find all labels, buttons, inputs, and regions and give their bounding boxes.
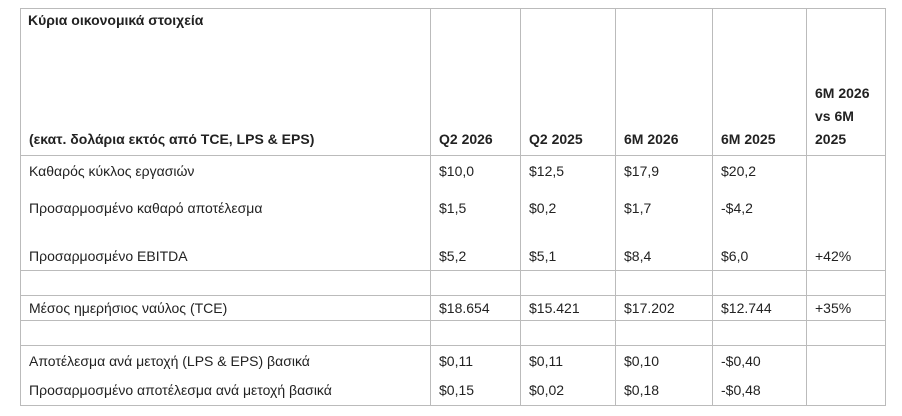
table-title: Κύρια οικονομικά στοιχεία: [28, 12, 204, 28]
cell: $0,10: [615, 345, 713, 376]
cell: $0,2: [520, 185, 616, 231]
data-row: Προσαρμοσμένο EBITDA $5,2 $5,1 $8,4 $6,0 +42%: [20, 230, 886, 271]
row-label: Μέσος ημερήσιος ναύλος (TCE): [20, 295, 431, 321]
cell: $17.202: [615, 295, 713, 321]
empty-cell: [615, 320, 713, 346]
cell: [806, 185, 886, 231]
empty-cell: [20, 320, 431, 346]
cell: $12.744: [712, 295, 807, 321]
row-label: Καθαρός κύκλος εργασιών: [20, 155, 431, 186]
column-header: 6M 2026 vs 6M 2025: [806, 8, 886, 156]
cell: $17,9: [615, 155, 713, 186]
empty-cell: [806, 270, 886, 296]
cell: $8,4: [615, 230, 713, 271]
header-row: (εκατ. δολάρια εκτός από TCE, LPS & EPS)…: [20, 8, 886, 156]
cell: $5,2: [430, 230, 521, 271]
cell: -$0,40: [712, 345, 807, 376]
cell: $6,0: [712, 230, 807, 271]
row-label: Αποτέλεσμα ανά μετοχή (LPS & EPS) βασικά: [20, 345, 431, 376]
cell: $0,11: [430, 345, 521, 376]
cell: [806, 155, 886, 186]
data-row: Προσαρμοσμένο καθαρό αποτέλεσμα $1,5 $0,2 $…: [20, 185, 886, 231]
cell: $0,15: [430, 375, 521, 406]
cell: $18.654: [430, 295, 521, 321]
spacer-row: [20, 320, 886, 346]
cell: [806, 345, 886, 376]
cell: -$4,2: [712, 185, 807, 231]
empty-cell: [520, 320, 616, 346]
cell: [806, 375, 886, 406]
column-header: Q2 2026: [430, 8, 521, 156]
cell: $0,02: [520, 375, 616, 406]
row-label: Προσαρμοσμένο καθαρό αποτέλεσμα: [20, 185, 431, 231]
data-row: Καθαρός κύκλος εργασιών $10,0 $12,5 $17,9 $2…: [20, 155, 886, 186]
column-header: 6M 2025: [712, 8, 807, 156]
data-row: Αποτέλεσμα ανά μετοχή (LPS & EPS) βασικά…: [20, 345, 886, 376]
empty-cell: [520, 270, 616, 296]
empty-cell: [430, 320, 521, 346]
empty-cell: [430, 270, 521, 296]
column-header: Q2 2025: [520, 8, 616, 156]
cell: $1,5: [430, 185, 521, 231]
cell: $20,2: [712, 155, 807, 186]
row-label: Προσαρμοσμένο EBITDA: [20, 230, 431, 271]
cell: +42%: [806, 230, 886, 271]
data-row: Μέσος ημερήσιος ναύλος (TCE) $18.654 $15.4…: [20, 295, 886, 321]
empty-cell: [615, 270, 713, 296]
cell: $12,5: [520, 155, 616, 186]
cell: $5,1: [520, 230, 616, 271]
cell: +35%: [806, 295, 886, 321]
cell: $10,0: [430, 155, 521, 186]
cell: $1,7: [615, 185, 713, 231]
cell: $0,18: [615, 375, 713, 406]
column-header: 6M 2026: [615, 8, 713, 156]
cell: $15.421: [520, 295, 616, 321]
empty-cell: [712, 270, 807, 296]
column-header: (εκατ. δολάρια εκτός από TCE, LPS & EPS): [20, 8, 431, 156]
empty-cell: [806, 320, 886, 346]
data-row: Προσαρμοσμένο αποτέλεσμα ανά μετοχή βασι…: [20, 375, 886, 406]
cell: $0,11: [520, 345, 616, 376]
empty-cell: [712, 320, 807, 346]
spacer-row: [20, 270, 886, 296]
row-label: Προσαρμοσμένο αποτέλεσμα ανά μετοχή βασι…: [20, 375, 431, 406]
financial-table: (εκατ. δολάρια εκτός από TCE, LPS & EPS)…: [20, 8, 886, 406]
empty-cell: [20, 270, 431, 296]
cell: -$0,48: [712, 375, 807, 406]
